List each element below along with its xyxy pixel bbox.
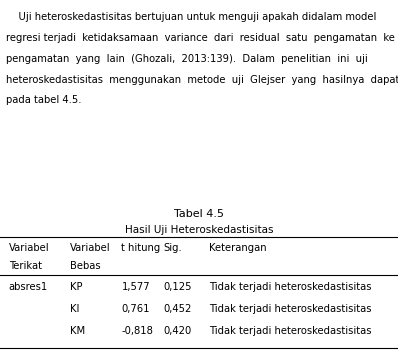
Text: Keterangan: Keterangan xyxy=(209,243,267,253)
Text: absres1: absres1 xyxy=(9,282,48,292)
Text: pada tabel 4.5.: pada tabel 4.5. xyxy=(6,95,82,105)
Text: KI: KI xyxy=(70,304,79,314)
Text: 0,420: 0,420 xyxy=(163,326,191,336)
Text: Uji heteroskedastisitas bertujuan untuk menguji apakah didalam model: Uji heteroskedastisitas bertujuan untuk … xyxy=(6,12,377,22)
Text: 0,761: 0,761 xyxy=(121,304,150,314)
Text: Tidak terjadi heteroskedastisitas: Tidak terjadi heteroskedastisitas xyxy=(209,304,371,314)
Text: Bebas: Bebas xyxy=(70,261,100,271)
Text: KM: KM xyxy=(70,326,85,336)
Text: Terikat: Terikat xyxy=(9,261,42,271)
Text: -0,818: -0,818 xyxy=(121,326,153,336)
Text: KP: KP xyxy=(70,282,82,292)
Text: pengamatan  yang  lain  (Ghozali,  2013:139).  Dalam  penelitian  ini  uji: pengamatan yang lain (Ghozali, 2013:139)… xyxy=(6,54,368,64)
Text: 0,452: 0,452 xyxy=(163,304,191,314)
Text: Hasil Uji Heteroskedastisitas: Hasil Uji Heteroskedastisitas xyxy=(125,225,273,235)
Text: Tabel 4.5: Tabel 4.5 xyxy=(174,209,224,219)
Text: t hitung: t hitung xyxy=(121,243,161,253)
Text: regresi terjadi  ketidaksamaan  variance  dari  residual  satu  pengamatan  ke: regresi terjadi ketidaksamaan variance d… xyxy=(6,33,395,43)
Text: 0,125: 0,125 xyxy=(163,282,192,292)
Text: Tidak terjadi heteroskedastisitas: Tidak terjadi heteroskedastisitas xyxy=(209,326,371,336)
Text: Tidak terjadi heteroskedastisitas: Tidak terjadi heteroskedastisitas xyxy=(209,282,371,292)
Text: heteroskedastisitas  menggunakan  metode  uji  Glejser  yang  hasilnya  dapat  d: heteroskedastisitas menggunakan metode u… xyxy=(6,75,398,85)
Text: Variabel: Variabel xyxy=(9,243,49,253)
Text: Sig.: Sig. xyxy=(163,243,182,253)
Text: 1,577: 1,577 xyxy=(121,282,150,292)
Text: Variabel: Variabel xyxy=(70,243,110,253)
